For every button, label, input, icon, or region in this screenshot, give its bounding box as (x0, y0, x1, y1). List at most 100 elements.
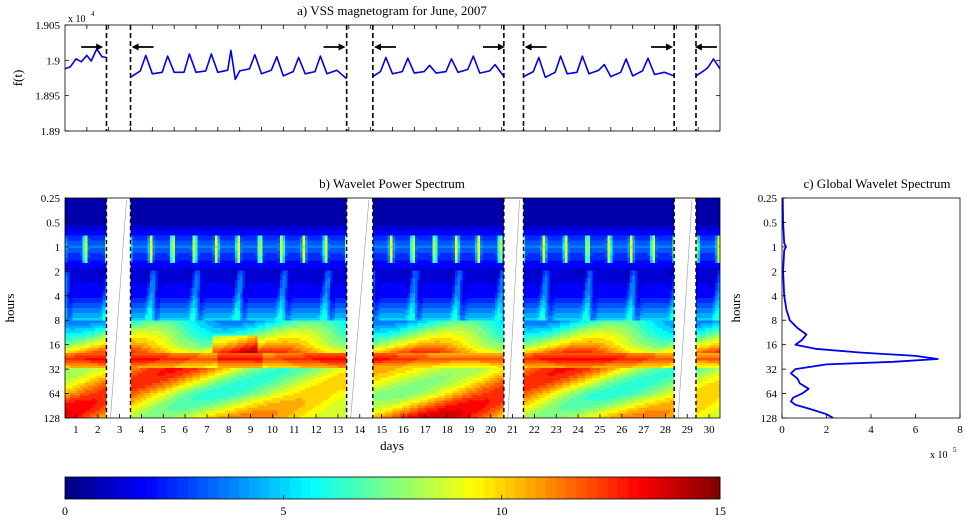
heatmap-cell (692, 405, 708, 409)
heatmap-cell (407, 318, 411, 321)
heatmap-cell (640, 288, 673, 291)
heatmap-cell (650, 245, 653, 249)
heatmap-cell (545, 240, 548, 244)
heatmap-cell (475, 260, 478, 264)
heatmap-cell (262, 400, 281, 404)
heatmap-cell (605, 333, 623, 336)
heatmap-cell (410, 410, 418, 414)
heatmap-cell (490, 378, 498, 381)
heatmap-cell (590, 250, 608, 254)
heatmap-cell (407, 343, 418, 346)
heatmap-cell (675, 395, 720, 399)
heatmap-cell (585, 290, 591, 294)
heatmap-cell (150, 245, 153, 249)
heatmap-cell (637, 323, 648, 326)
heatmap-cell (200, 378, 208, 381)
heatmap-cell (415, 293, 418, 296)
heatmap-cell (627, 308, 631, 311)
heatmap-cell (205, 320, 216, 324)
heatmap-cell (607, 238, 611, 241)
heatmap-cell (82, 330, 96, 334)
heatmap-cell (457, 303, 461, 306)
heatmap-cell (330, 285, 333, 289)
heatmap-cell (170, 243, 173, 246)
heatmap-cell (265, 340, 283, 344)
heatmap-cell (455, 270, 458, 274)
heatmap-cell (475, 255, 478, 259)
heatmap-cell (395, 240, 411, 244)
heatmap-cell (322, 278, 326, 281)
heatmap-cell (465, 293, 496, 296)
heatmap-cell (662, 350, 678, 354)
heatmap-cell (130, 400, 136, 404)
heatmap-cell (577, 330, 591, 334)
heatmap-cell (155, 290, 158, 294)
heatmap-cell (102, 260, 106, 264)
heatmap-cell (482, 243, 498, 246)
heatmap-cell (212, 345, 226, 349)
heatmap-cell (377, 310, 406, 314)
heatmap-cell (235, 240, 238, 244)
heatmap-cell (100, 415, 106, 418)
heatmap-cell (240, 305, 243, 309)
heatmap-cell (415, 310, 418, 314)
heatmap-cell (395, 323, 408, 326)
heatmap-cell (82, 248, 86, 251)
heatmap-cell (497, 238, 501, 241)
heatmap-cell (400, 333, 408, 336)
heatmap-cell (547, 243, 563, 246)
heatmap-cell (327, 315, 331, 319)
heatmap-cell (605, 338, 618, 341)
heatmap-cell (495, 308, 498, 311)
heatmap-cell (607, 370, 613, 374)
heatmap-cell (417, 340, 436, 344)
heatmap-cell (322, 313, 326, 316)
heatmap-cell (117, 293, 148, 296)
heatmap-cell (325, 308, 328, 311)
heatmap-cell (555, 368, 576, 371)
heatmap-cell (392, 238, 396, 241)
heatmap-cell (237, 295, 241, 299)
panel-a-title: a) VSS magnetogram for June, 2007 (297, 3, 487, 18)
heatmap-cell (332, 340, 346, 344)
heatmap-cell (407, 330, 418, 334)
heatmap-cell (592, 385, 601, 389)
heatmap-cell (557, 393, 563, 396)
heatmap-cell (587, 270, 593, 274)
heatmap-cell (152, 238, 156, 241)
heatmap-cell (182, 373, 193, 376)
heatmap-cell (305, 245, 308, 249)
heatmap-cell (560, 343, 571, 346)
heatmap-cell (372, 245, 388, 249)
heatmap-cell (185, 385, 193, 389)
heatmap-cell (195, 320, 206, 324)
heatmap-cell (235, 235, 238, 239)
arrow-head (666, 43, 674, 51)
heatmap-cell (592, 315, 596, 319)
heatmap-cell (640, 325, 651, 329)
heatmap-cell (667, 270, 673, 274)
heatmap-cell (617, 348, 626, 351)
heatmap-cell (585, 275, 588, 279)
heatmap-cell (582, 298, 586, 301)
heatmap-cell (417, 405, 426, 409)
heatmap-cell (477, 410, 488, 414)
heatmap-cell (410, 300, 416, 304)
heatmap-cell (592, 350, 606, 354)
heatmap-cell (417, 303, 423, 306)
heatmap-cell (227, 340, 238, 344)
heatmap-cell (290, 318, 293, 321)
heatmap-cell (102, 283, 106, 286)
heatmap-cell (95, 410, 103, 414)
heatmap-cell (65, 300, 68, 304)
heatmap-cell (627, 288, 631, 291)
heatmap-cell (452, 278, 456, 281)
heatmap-cell (717, 290, 720, 294)
heatmap-cell (585, 300, 591, 304)
heatmap-cell (537, 318, 541, 321)
heatmap-cell (245, 270, 276, 274)
heatmap-cell (245, 285, 248, 289)
heatmap-cell (500, 308, 503, 311)
heatmap-cell (247, 313, 278, 316)
heatmap-cell (245, 390, 258, 394)
